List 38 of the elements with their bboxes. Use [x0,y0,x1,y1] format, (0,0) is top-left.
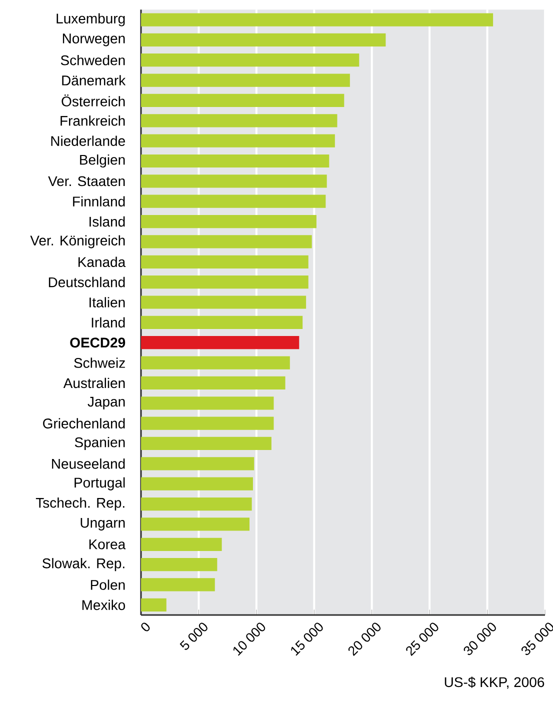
y-tick-label: Italien [90,297,125,308]
x-tick-label: 0 [141,622,150,632]
y-tick-label: Slowak. Rep. [42,558,124,572]
y-tick-label: Irland [92,317,125,328]
y-tick-label: Australien [63,378,125,388]
y-tick-label: Neuseeland [52,458,125,469]
y-tick-label: Polen [90,580,125,590]
y-tick-label: Korea [89,540,126,550]
y-tick-label: Luxemburg [56,13,125,26]
y-tick-label: Frankreich [60,116,125,126]
y-tick-label: Tschech. Rep. [36,498,124,511]
x-tick-label: 30 000 [464,622,496,656]
y-tick-label: Ungarn [80,518,125,530]
y-tick-label: Mexiko [82,600,126,610]
x-tick-label: 25 000 [406,622,438,656]
y-tick-label: Deutschland [48,276,125,288]
y-tick-label: Finnland [73,196,125,207]
y-tick-label: Dänemark [62,75,126,86]
x-tick-label: 5 000 [180,622,208,650]
y-tick-label: Ver. Staaten [48,176,125,186]
x-tick-label: 20 000 [348,622,381,656]
y-tick-label: Schweiz [74,358,125,368]
y-tick-label: Spanien [74,436,125,450]
y-tick-label: Griechenland [43,418,125,428]
y-tick-label: Kanada [78,256,126,268]
y-tick-label: OECD29 [70,338,126,348]
x-tick-label: 15 000 [291,622,323,656]
y-tick-label: Portugal [74,477,125,490]
y-tick-label: Österreich [62,94,125,106]
y-tick-label: Japan [88,396,125,410]
y-tick-label: Belgien [80,154,125,168]
x-tick-label: 10 000 [233,622,266,656]
y-tick-label: Island [90,216,125,227]
y-tick-label: Ver. Königreich [30,235,125,248]
y-tick-label: Niederlande [51,136,125,146]
x-axis-title: US-$ KKP, 2006 [444,676,544,689]
y-tick-label: Norwegen [62,34,125,46]
y-tick-label: Schweden [60,54,125,66]
